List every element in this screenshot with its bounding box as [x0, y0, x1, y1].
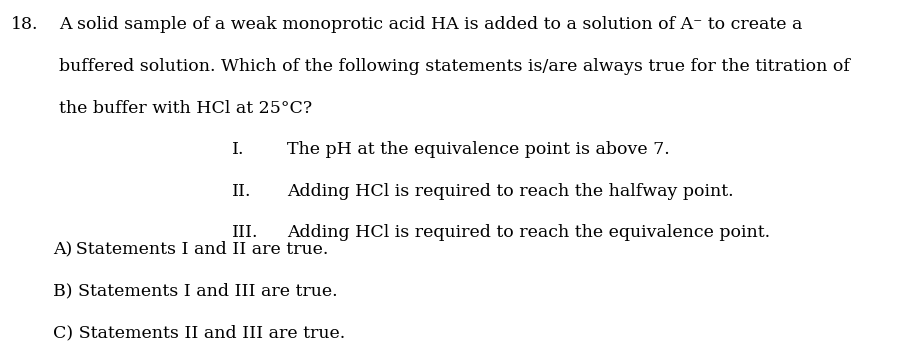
- Text: A solid sample of a weak monoprotic acid HA is added to a solution of A⁻ to crea: A solid sample of a weak monoprotic acid…: [59, 16, 803, 33]
- Text: I.: I.: [232, 141, 245, 158]
- Text: Adding HCl is required to reach the halfway point.: Adding HCl is required to reach the half…: [287, 183, 733, 200]
- Text: buffered solution. Which of the following statements is/are always true for the : buffered solution. Which of the followin…: [59, 58, 850, 75]
- Text: The pH at the equivalence point is above 7.: The pH at the equivalence point is above…: [287, 141, 670, 158]
- Text: the buffer with HCl at 25°C?: the buffer with HCl at 25°C?: [59, 100, 312, 117]
- Text: 18.: 18.: [11, 16, 38, 33]
- Text: Adding HCl is required to reach the equivalence point.: Adding HCl is required to reach the equi…: [287, 224, 770, 241]
- Text: A) Statements I and II are true.: A) Statements I and II are true.: [53, 241, 328, 258]
- Text: B) Statements I and III are true.: B) Statements I and III are true.: [53, 282, 337, 299]
- Text: C) Statements II and III are true.: C) Statements II and III are true.: [53, 324, 345, 341]
- Text: II.: II.: [232, 183, 251, 200]
- Text: III.: III.: [232, 224, 259, 241]
